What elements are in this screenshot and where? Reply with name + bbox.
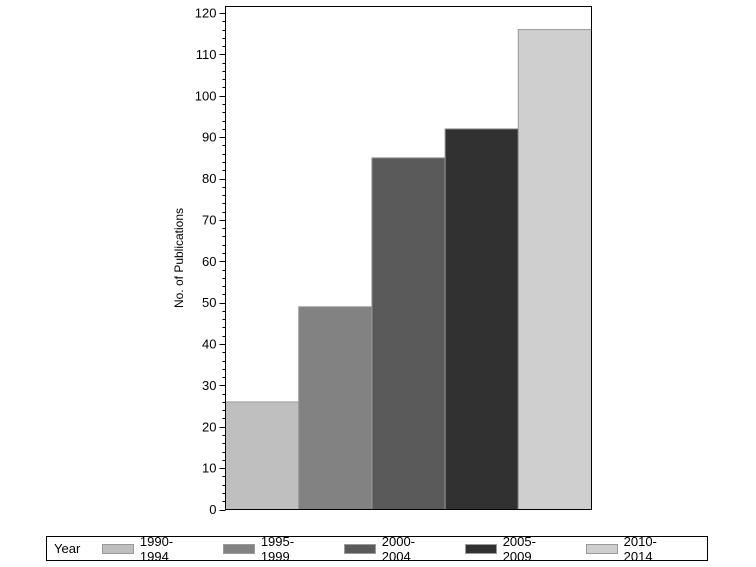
y-tick-label: 0	[209, 502, 216, 517]
bar-1995-1999	[298, 306, 373, 511]
legend-item: 2010-2014	[586, 534, 683, 564]
bar-2010-2014	[517, 29, 592, 511]
legend-swatch	[223, 543, 255, 554]
legend-item: 2005-2009	[465, 534, 562, 564]
y-tick-label: 100	[195, 88, 217, 103]
y-tick-label: 90	[202, 130, 216, 145]
y-tick-label: 70	[202, 212, 216, 227]
legend-swatch	[344, 543, 376, 554]
legend-swatch	[102, 543, 134, 554]
y-tick-label: 50	[202, 295, 216, 310]
bar-2000-2004	[371, 157, 446, 510]
legend-swatch	[586, 543, 618, 554]
y-tick-label: 40	[202, 337, 216, 352]
legend-label: 1990-1994	[139, 533, 174, 564]
legend-label: 2005-2009	[502, 533, 536, 564]
legend-label: 2010-2014	[623, 533, 657, 564]
legend: Year 1990-1994 1995-1999 2000-2004 2005-200…	[46, 534, 708, 564]
legend-swatch	[465, 543, 497, 554]
y-tick-label: 20	[202, 419, 216, 434]
y-tick-label: 10	[202, 461, 216, 476]
y-tick-label: 120	[195, 6, 217, 21]
legend-label: 1995-1999	[260, 533, 295, 564]
bar-2005-2009	[444, 128, 519, 510]
plot-frame	[225, 6, 592, 510]
y-axis: 0 10 20 30 40 50 60 70 80 90 100 110 120	[195, 6, 226, 517]
legend-item: 1990-1994	[102, 534, 199, 564]
legend-items: 1990-1994 1995-1999 2000-2004 2005-2009 2010…	[102, 534, 707, 564]
legend-label: 2000-2004	[381, 533, 415, 564]
y-tick-label: 60	[202, 254, 216, 269]
legend-title: Year	[54, 541, 81, 556]
bars-group	[225, 29, 592, 511]
legend-item: 2000-2004	[344, 534, 441, 564]
y-tick-label: 80	[202, 171, 216, 186]
y-axis-label: No. of Publications	[172, 208, 186, 308]
y-tick-label: 30	[202, 378, 216, 393]
y-tick-label: 110	[196, 47, 217, 62]
bar-1990-1994	[225, 401, 300, 510]
legend-item: 1995-1999	[223, 534, 320, 564]
